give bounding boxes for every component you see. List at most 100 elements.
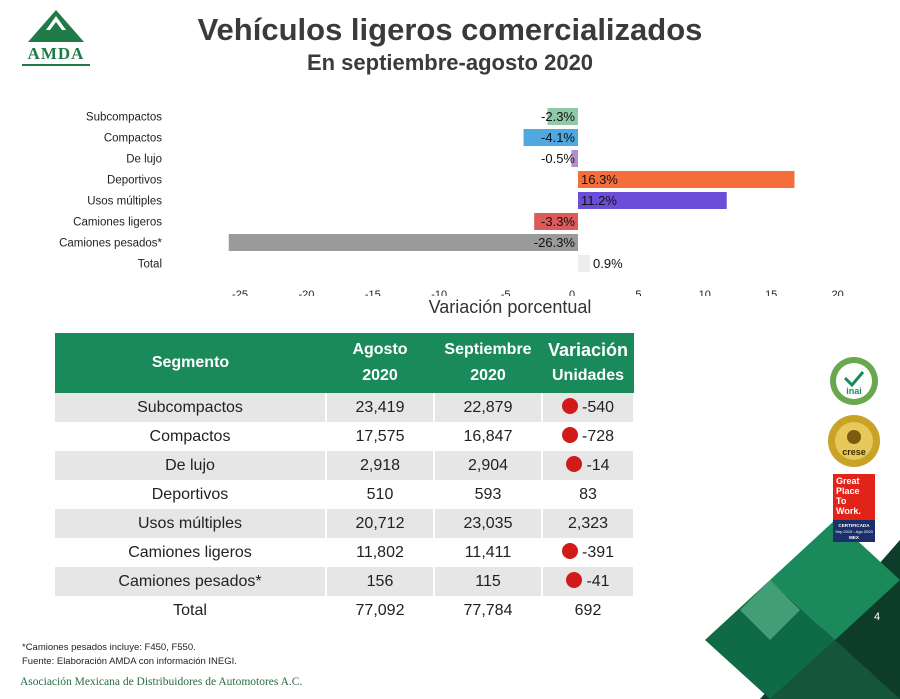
- table-row: Camiones pesados* 156 115 -41: [55, 567, 635, 596]
- bar: [578, 255, 590, 272]
- x-tick-label: 5: [635, 289, 641, 296]
- cell-segment: Compactos: [55, 422, 327, 451]
- gptw-line-1: Great: [836, 476, 860, 486]
- cell-septiembre-text: 77,784: [463, 601, 513, 619]
- cell-variacion: -540: [542, 393, 635, 422]
- table-row: Compactos 17,575 16,847 -728: [55, 422, 635, 451]
- bar: [534, 213, 578, 230]
- cell-segment: De lujo: [55, 451, 327, 480]
- crese-badge-icon: crese: [828, 415, 880, 467]
- x-tick-label: 15: [765, 289, 777, 296]
- cell-septiembre: 16,847: [434, 422, 543, 451]
- value-label: 11.2%: [581, 193, 617, 208]
- cell-segment: Usos múltiples: [55, 509, 327, 538]
- cell-septiembre: 2,904: [434, 451, 543, 480]
- great-place-to-work-badge-icon: Great Place To Work. CERTIFICADA Sep 201…: [833, 474, 875, 542]
- inai-badge-icon: inai: [830, 357, 878, 405]
- category-label: Deportivos: [107, 175, 162, 187]
- x-tick-label: -25: [232, 289, 248, 296]
- cell-agosto-text: 20,712: [355, 514, 405, 532]
- bar-chart: Subcompactos -2.3% Compactos -4.1% De lujo -0…: [59, 108, 844, 296]
- cell-variacion: 2,323: [542, 509, 635, 538]
- cell-variacion: -41: [542, 567, 635, 596]
- gptw-line-4: Work.: [836, 506, 861, 516]
- value-label: -2.3%: [541, 109, 575, 124]
- table-row: Total 77,092 77,784 692: [55, 596, 635, 625]
- cell-segment: Subcompactos: [55, 393, 327, 422]
- footer-organization: Asociación Mexicana de Distribuidores de…: [20, 676, 303, 688]
- cell-septiembre-text: 23,035: [463, 514, 513, 532]
- cell-segment-text: Subcompactos: [137, 398, 243, 416]
- value-label: 0.9%: [593, 256, 623, 271]
- cell-segment-text: Total: [173, 601, 207, 619]
- table-header-row: Segmento Agosto 2020 Septiembre 2020 Varia…: [55, 333, 634, 393]
- cell-variacion-text: -391: [581, 544, 615, 561]
- cell-segment-text: De lujo: [165, 456, 215, 474]
- category-label: Total: [138, 259, 162, 271]
- cell-septiembre-text: 11,411: [464, 543, 512, 561]
- bar: [547, 108, 578, 125]
- gptw-dates: Sep 2019 - Ago 2020: [835, 529, 873, 534]
- cell-variacion: 692: [542, 596, 635, 625]
- cell-septiembre-text: 22,879: [463, 398, 513, 416]
- x-tick-label: 20: [831, 289, 843, 296]
- category-label: Compactos: [104, 133, 162, 145]
- cell-septiembre: 77,784: [434, 596, 543, 625]
- cell-segment-text: Deportivos: [151, 485, 229, 503]
- cell-septiembre: 11,411: [434, 538, 543, 567]
- x-tick-label: -20: [298, 289, 314, 296]
- category-label: Subcompactos: [86, 112, 162, 124]
- table-row: De lujo 2,918 2,904 -14: [55, 451, 635, 480]
- header-septiembre: Septiembre 2020: [434, 333, 542, 393]
- logo-text: AMDA: [27, 44, 85, 63]
- cell-variacion: -728: [542, 422, 635, 451]
- x-tick-label: -15: [365, 289, 381, 296]
- cell-variacion-text: 692: [574, 601, 602, 619]
- x-axis-label: Variación porcentual: [428, 297, 592, 317]
- cell-agosto: 23,419: [326, 393, 435, 422]
- bar: [578, 171, 795, 188]
- x-tick-label: 10: [699, 289, 711, 296]
- cell-agosto: 2,918: [326, 451, 435, 480]
- cell-segment: Camiones ligeros: [55, 538, 327, 567]
- page-number: 4: [874, 611, 881, 623]
- x-tick-label: -10: [431, 289, 447, 296]
- value-label: -3.3%: [541, 214, 575, 229]
- cell-variacion-text: -41: [586, 573, 610, 590]
- bar: [228, 234, 578, 251]
- segment-table: Segmento Agosto 2020 Septiembre 2020 Varia…: [55, 333, 635, 625]
- negative-indicator-icon: [561, 427, 578, 443]
- inai-badge-text: inai: [846, 386, 862, 396]
- cell-variacion-text: -14: [586, 457, 610, 474]
- gptw-country: MEX: [849, 535, 860, 540]
- header-agosto: Agosto 2020: [326, 333, 434, 393]
- cell-septiembre-text: 593: [474, 485, 502, 503]
- crese-badge-text: crese: [842, 447, 866, 457]
- x-tick-label: -5: [501, 289, 511, 296]
- cell-agosto: 510: [326, 480, 435, 509]
- decorative-geometric-shapes: [705, 520, 900, 699]
- value-label: -4.1%: [541, 130, 575, 145]
- cell-segment-text: Camiones pesados*: [118, 572, 262, 590]
- cell-agosto-text: 2,918: [359, 456, 401, 474]
- header-variacion: Variación Unidades: [542, 333, 634, 393]
- cell-segment: Camiones pesados*: [55, 567, 327, 596]
- cell-variacion: 83: [542, 480, 635, 509]
- table-row: Deportivos 510 593 83: [55, 480, 635, 509]
- category-label: De lujo: [126, 154, 162, 166]
- category-label: Camiones ligeros: [73, 217, 162, 229]
- page-subtitle: En septiembre-agosto 2020: [306, 50, 594, 75]
- x-tick-label: 0: [569, 289, 575, 296]
- gptw-certificada: CERTIFICADA: [838, 523, 870, 528]
- value-label: 16.3%: [581, 172, 618, 187]
- cell-variacion: -391: [542, 538, 635, 567]
- cell-agosto-text: 77,092: [355, 601, 405, 619]
- table-row: Camiones ligeros 11,802 11,411 -391: [55, 538, 635, 567]
- footnote-camiones: *Camiones pesados incluye: F450, F550.: [22, 642, 196, 653]
- cell-septiembre: 23,035: [434, 509, 543, 538]
- value-label: -26.3%: [534, 235, 576, 250]
- cell-septiembre-text: 2,904: [467, 456, 509, 474]
- cell-septiembre: 593: [434, 480, 543, 509]
- cell-septiembre-text: 16,847: [463, 427, 513, 445]
- negative-indicator-icon: [561, 543, 578, 559]
